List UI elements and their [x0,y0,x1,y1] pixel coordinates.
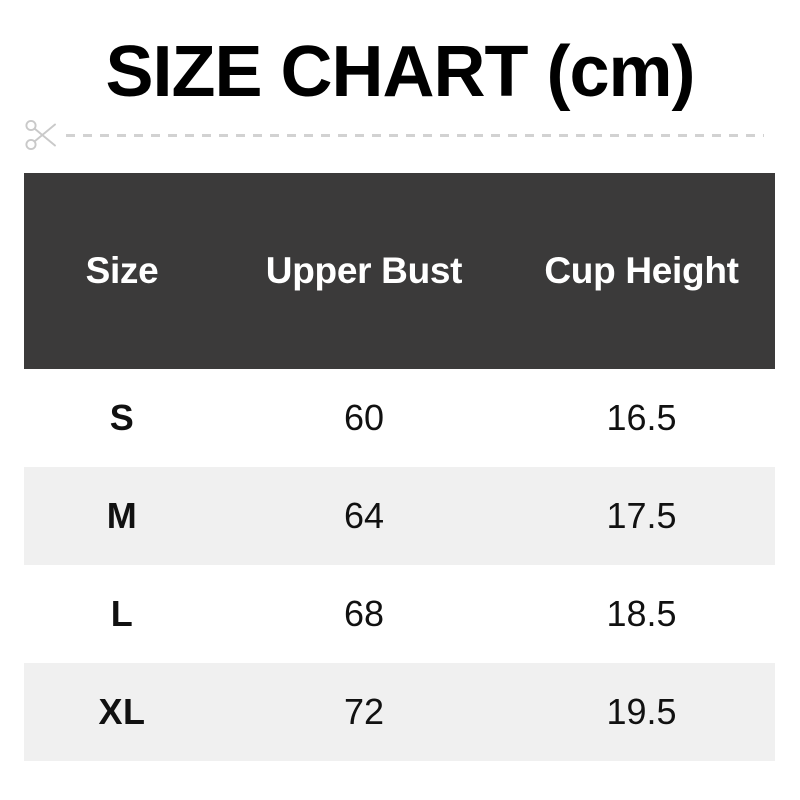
table-header-row: Size Upper Bust Cup Height [24,173,775,369]
cell-size: S [24,369,220,467]
cut-dashed-line [66,133,764,137]
column-header-size: Size [24,173,220,369]
cell-upper-bust: 64 [220,467,508,565]
table-body: S 60 16.5 M 64 17.5 L 68 18.5 XL 72 19.5 [24,369,775,761]
cut-line [24,118,772,152]
column-header-upper-bust: Upper Bust [220,173,508,369]
cell-size: L [24,565,220,663]
cell-upper-bust: 68 [220,565,508,663]
table-row: M 64 17.5 [24,467,775,565]
page-title: SIZE CHART (cm) [105,32,695,112]
table-row: L 68 18.5 [24,565,775,663]
cell-upper-bust: 60 [220,369,508,467]
scissors-icon [24,118,60,152]
cell-cup-height: 18.5 [508,565,775,663]
table-row: XL 72 19.5 [24,663,775,761]
cell-cup-height: 19.5 [508,663,775,761]
table-row: S 60 16.5 [24,369,775,467]
cell-cup-height: 17.5 [508,467,775,565]
cell-cup-height: 16.5 [508,369,775,467]
cell-upper-bust: 72 [220,663,508,761]
column-header-cup-height: Cup Height [508,173,775,369]
table-header: Size Upper Bust Cup Height [24,173,775,369]
size-chart-table: Size Upper Bust Cup Height S 60 16.5 M 6… [24,173,775,761]
cell-size: M [24,467,220,565]
cell-size: XL [24,663,220,761]
